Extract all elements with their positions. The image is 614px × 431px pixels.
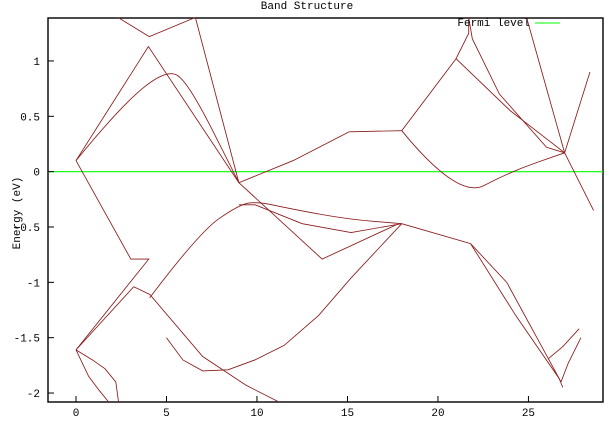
svg-text:Band Structure: Band Structure [261,1,353,13]
svg-text:0.5: 0.5 [20,112,40,124]
svg-text:10: 10 [250,408,263,420]
svg-text:-1: -1 [27,278,41,290]
svg-text:0: 0 [73,408,80,420]
svg-text:5: 5 [163,408,170,420]
svg-text:Fermi level: Fermi level [457,18,530,30]
svg-text:15: 15 [341,408,354,420]
svg-text:1: 1 [33,57,40,69]
svg-text:0: 0 [33,168,40,180]
svg-text:-2: -2 [27,389,40,401]
svg-text:Energy (eV): Energy (eV) [12,177,24,250]
svg-text:20: 20 [431,408,444,420]
svg-text:25: 25 [522,408,535,420]
svg-text:-1.5: -1.5 [14,334,40,346]
